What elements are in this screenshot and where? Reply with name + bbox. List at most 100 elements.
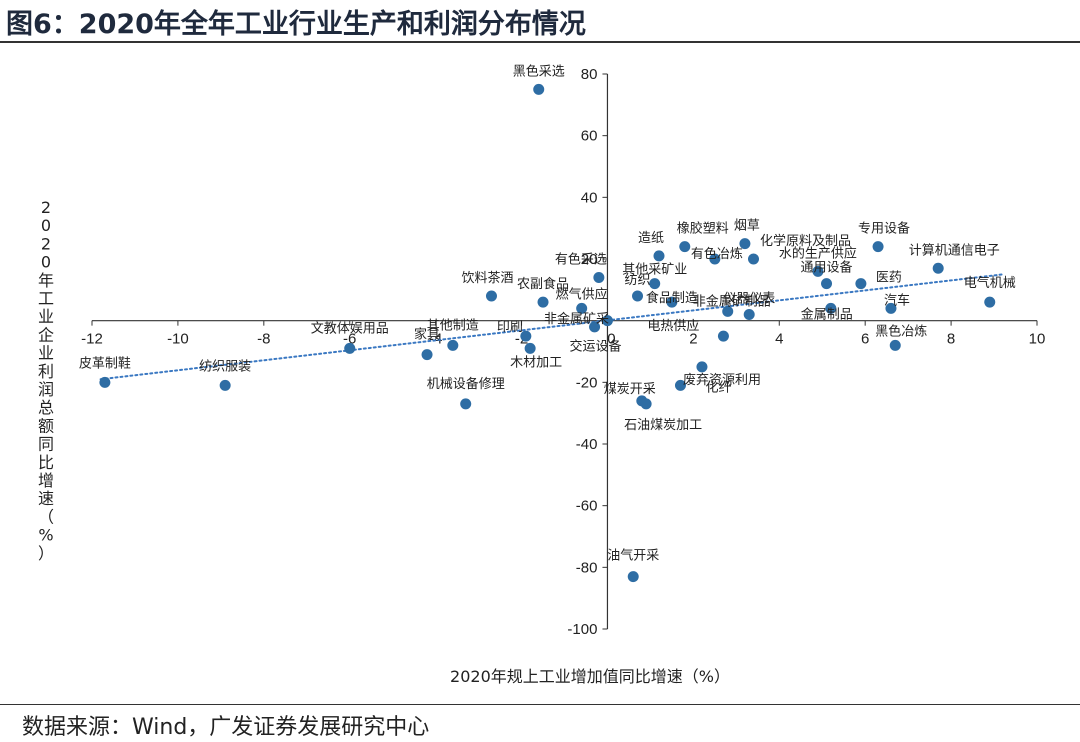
data-point <box>666 296 678 308</box>
data-point-label: 通用设备 <box>801 260 853 276</box>
chart-axes: -12-10-8-6-4-2024681080604020-20-40-60-8… <box>81 66 1045 638</box>
data-point <box>984 296 996 308</box>
data-point-label: 纺织服装 <box>199 359 251 374</box>
x-tick-label: 0 <box>607 331 615 348</box>
x-tick-label: 6 <box>861 331 869 348</box>
data-point-label: 纺织 <box>625 273 651 288</box>
data-point-label: 非金属矿采 <box>544 311 609 327</box>
data-point-label: 机械设备修理 <box>427 376 505 392</box>
data-point <box>825 302 837 314</box>
data-point <box>821 278 833 290</box>
data-point <box>709 253 721 265</box>
data-point-label: 农副食品 <box>517 276 569 292</box>
data-point <box>344 342 356 354</box>
y-axis-label: 2 0 2 0 年工业企业利润总额同比增速（%） <box>38 198 54 563</box>
data-point-label: 电热供应 <box>647 318 699 334</box>
data-point <box>653 250 665 262</box>
y-tick-label: -20 <box>576 374 598 391</box>
page-title: 图6：2020年全年工业行业生产和利润分布情况 <box>6 9 586 40</box>
data-point <box>885 302 897 314</box>
data-point <box>460 398 472 410</box>
data-point-label: 石油煤炭加工 <box>624 418 702 433</box>
data-point-label: 黑色冶炼 <box>875 323 927 339</box>
data-point-label: 非金属矿制品 <box>693 293 771 309</box>
trendline <box>99 273 1004 381</box>
data-point <box>589 321 601 333</box>
data-point-label: 汽车 <box>884 292 910 308</box>
data-point <box>743 309 755 320</box>
y-tick-label: -80 <box>576 559 598 576</box>
data-point <box>717 330 729 342</box>
data-point-label: 饮料茶酒 <box>461 270 513 286</box>
data-point-label: 文教体娱用品 <box>311 320 389 336</box>
data-point <box>889 339 901 351</box>
data-point-label: 燃气供应 <box>556 286 608 302</box>
data-point <box>537 296 549 308</box>
y-tick-label: 20 <box>581 251 598 268</box>
data-point <box>627 571 639 583</box>
data-point <box>601 315 613 327</box>
data-point-label: 食品制造 <box>646 290 698 306</box>
data-point <box>722 305 734 317</box>
data-point-label: 金属制品 <box>801 306 853 322</box>
data-point-label: 有色冶炼 <box>691 246 743 262</box>
title-divider <box>0 41 1080 43</box>
data-point-label: 化纤 <box>705 380 731 395</box>
data-point-label: 煤炭开采 <box>604 382 656 397</box>
data-point <box>520 330 532 342</box>
y-tick-label: -40 <box>576 436 598 453</box>
y-tick-label: -100 <box>567 621 597 638</box>
data-point-label: 水的生产供应 <box>779 245 857 261</box>
y-tick-label: 60 <box>581 128 598 145</box>
data-point <box>739 238 751 250</box>
x-tick-label: 2 <box>689 331 697 348</box>
data-point-label: 化学原料及制品 <box>760 233 851 249</box>
data-point <box>524 342 536 354</box>
x-tick-label: -6 <box>343 331 356 348</box>
data-point <box>679 241 691 253</box>
y-tick-label: -60 <box>576 498 598 515</box>
data-point <box>99 376 111 388</box>
data-point <box>447 339 459 351</box>
data-point-label: 烟草 <box>734 219 760 234</box>
data-point-label: 其他制造 <box>427 318 479 333</box>
data-point <box>812 265 824 277</box>
data-point <box>748 253 759 265</box>
data-point-label: 其他采矿业 <box>622 263 687 278</box>
x-tick-label: 10 <box>1029 331 1046 348</box>
data-point-label: 计算机通信电子 <box>909 243 1000 258</box>
data-point <box>696 361 708 373</box>
y-tick-label: 40 <box>581 189 598 206</box>
x-tick-label: -10 <box>167 331 189 348</box>
data-point-label: 电气机械 <box>964 275 1016 291</box>
x-tick-label: -12 <box>81 331 103 348</box>
data-point-label: 有色采选 <box>555 252 607 268</box>
data-point-label: 木材加工 <box>510 355 562 370</box>
data-point <box>533 83 545 95</box>
source-note: 数据来源：Wind，广发证券发展研究中心 <box>22 715 430 740</box>
data-point <box>855 278 867 290</box>
data-point-label: 专用设备 <box>858 221 910 237</box>
chart-points <box>99 83 996 583</box>
data-point-label: 废弃资源利用 <box>683 372 761 388</box>
data-point <box>872 241 884 253</box>
data-point <box>632 290 644 302</box>
data-point <box>219 379 231 391</box>
data-point-label: 造纸 <box>638 231 664 246</box>
data-point-label: 交运设备 <box>569 339 621 355</box>
data-point <box>649 278 661 290</box>
data-point <box>593 272 605 283</box>
x-tick-label: -4 <box>429 331 442 348</box>
y-tick-label: 80 <box>581 66 598 83</box>
data-point-label: 医药 <box>876 271 902 286</box>
data-point-label: 皮革制鞋 <box>79 355 131 371</box>
data-point-label: 油气开采 <box>607 548 659 564</box>
footer-divider <box>0 704 1080 705</box>
data-point <box>485 290 497 302</box>
x-tick-label: 4 <box>775 331 783 348</box>
data-point-label: 印刷 <box>497 320 523 335</box>
data-point <box>640 398 652 410</box>
data-point <box>576 302 588 314</box>
